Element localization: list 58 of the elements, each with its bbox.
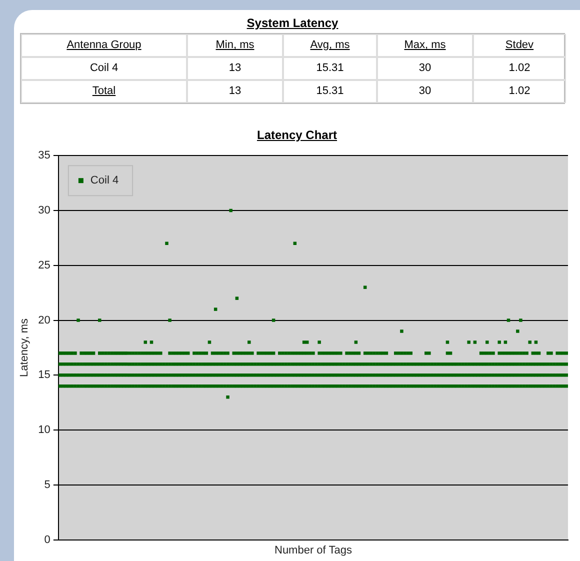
- text: 15.31: [283, 57, 377, 80]
- point: [486, 340, 489, 344]
- text: System Latency: [246, 16, 340, 30]
- y-tick-label: 30: [38, 204, 50, 217]
- point: [168, 318, 172, 322]
- point: [498, 340, 501, 344]
- point: [528, 340, 532, 344]
- y-tick-label: 15: [38, 369, 50, 382]
- point: [235, 296, 239, 300]
- point: [473, 340, 477, 344]
- point: [208, 340, 212, 344]
- point: [226, 395, 230, 399]
- point: [272, 318, 276, 322]
- point: [98, 318, 102, 322]
- point: [318, 340, 321, 344]
- x-axis-title: Number of Tags: [274, 544, 352, 556]
- point: [354, 340, 358, 344]
- point: [519, 318, 522, 322]
- point: [400, 330, 404, 333]
- text: 30: [377, 57, 473, 80]
- y-tick-label: 25: [38, 259, 50, 272]
- point: [165, 242, 168, 246]
- y-axis-title: Latency, ms: [18, 318, 31, 377]
- text: 13: [187, 80, 283, 103]
- text: Total: [21, 80, 187, 103]
- point: [305, 340, 309, 344]
- point: [150, 340, 154, 344]
- point: [302, 340, 306, 344]
- point: [506, 318, 510, 322]
- text: 1.02: [473, 80, 566, 103]
- text: Coil 4: [21, 57, 187, 80]
- point: [534, 340, 538, 344]
- text: Min, ms: [187, 34, 283, 57]
- y-tick-label: 0: [44, 534, 50, 546]
- point: [76, 318, 80, 322]
- point: [229, 208, 232, 212]
- chart-title: Latency Chart: [256, 128, 338, 144]
- text: Avg, ms: [283, 34, 377, 57]
- text: 30: [377, 80, 473, 103]
- text: 1.02: [473, 57, 566, 80]
- y-tick-label: 10: [38, 424, 50, 436]
- text: 15.31: [283, 80, 377, 103]
- point: [248, 340, 251, 344]
- y-tick-label: 35: [38, 150, 50, 162]
- point: [144, 340, 148, 344]
- point: [516, 330, 520, 333]
- point: [504, 340, 508, 344]
- y-tick-label: 20: [38, 314, 50, 326]
- point: [467, 340, 470, 344]
- point: [446, 340, 450, 344]
- text: Antenna Group: [21, 34, 187, 57]
- text: Stdev: [473, 34, 566, 57]
- text: Max, ms: [377, 34, 473, 57]
- legend-label: Coil 4: [90, 174, 119, 187]
- text: 13: [187, 57, 283, 80]
- point: [363, 286, 367, 289]
- y-tick-label: 5: [44, 478, 50, 491]
- point: [214, 308, 218, 311]
